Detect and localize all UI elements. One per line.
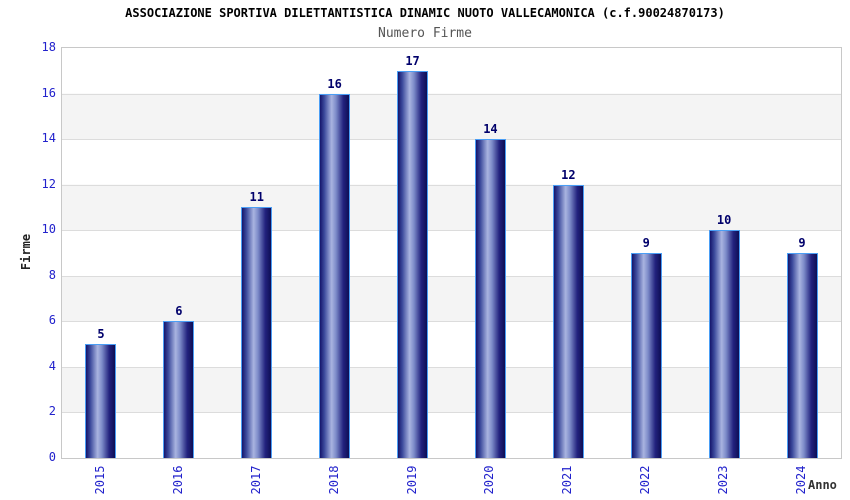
bar-value-label: 9 (642, 236, 650, 250)
gridline (62, 321, 841, 323)
bar-value-label: 17 (405, 53, 420, 68)
chart-subtitle: Numero Firme (378, 26, 472, 41)
bar-2024 (786, 253, 818, 458)
y-tick-label: 12 (41, 176, 56, 191)
gridline (62, 275, 841, 277)
bar-2016 (163, 321, 195, 458)
gridline (62, 412, 841, 414)
x-tick-label-2022: 2022 (638, 465, 653, 495)
y-tick-label: 6 (48, 313, 56, 328)
bar-value-label: 5 (97, 327, 105, 342)
y-tick-label: 8 (48, 267, 56, 282)
y-tick-label: 16 (41, 85, 56, 100)
bar-2023 (708, 230, 740, 458)
gridline (62, 230, 841, 232)
bar-value-label: 16 (327, 76, 342, 91)
y-tick-label: 0 (48, 450, 56, 464)
y-tick-label: 4 (48, 358, 56, 373)
bar-value-label: 6 (175, 304, 183, 319)
y-tick-label: 18 (41, 40, 56, 54)
x-axis-label: Anno (808, 478, 837, 492)
chart-title: ASSOCIAZIONE SPORTIVA DILETTANTISTICA DI… (125, 6, 725, 20)
x-tick-label-2018: 2018 (326, 465, 341, 495)
bar-2019 (397, 70, 429, 458)
bar-2020 (474, 139, 506, 458)
x-tick-label-2019: 2019 (404, 465, 419, 495)
gridline (62, 366, 841, 368)
y-axis-label: Firme (19, 233, 33, 271)
bar-value-label: 10 (716, 213, 732, 228)
y-tick-label: 2 (48, 404, 56, 419)
bar-value-label: 9 (798, 236, 806, 250)
bar-2015 (85, 344, 117, 458)
bar-2021 (552, 184, 584, 458)
bar-value-label: 12 (561, 167, 576, 182)
gridline (62, 139, 841, 141)
bar-2018 (319, 93, 351, 458)
y-tick-label: 10 (41, 222, 56, 237)
bar-value-label: 11 (249, 190, 264, 205)
plot-area: 5 6 11 16 17 14 12 9 10 9 (61, 47, 842, 459)
x-tick-label-2015: 2015 (92, 465, 107, 495)
bar-2017 (241, 207, 273, 458)
bar-2022 (630, 253, 662, 458)
x-tick-label-2023: 2023 (716, 465, 731, 495)
x-tick-label-2017: 2017 (248, 465, 263, 495)
y-tick-label: 14 (41, 131, 56, 146)
x-tick-label-2020: 2020 (482, 465, 497, 495)
x-tick-label-2016: 2016 (170, 465, 185, 495)
x-tick-label-2021: 2021 (560, 465, 575, 495)
gridline (62, 93, 841, 95)
gridline (62, 184, 841, 186)
bar-value-label: 14 (483, 122, 498, 137)
